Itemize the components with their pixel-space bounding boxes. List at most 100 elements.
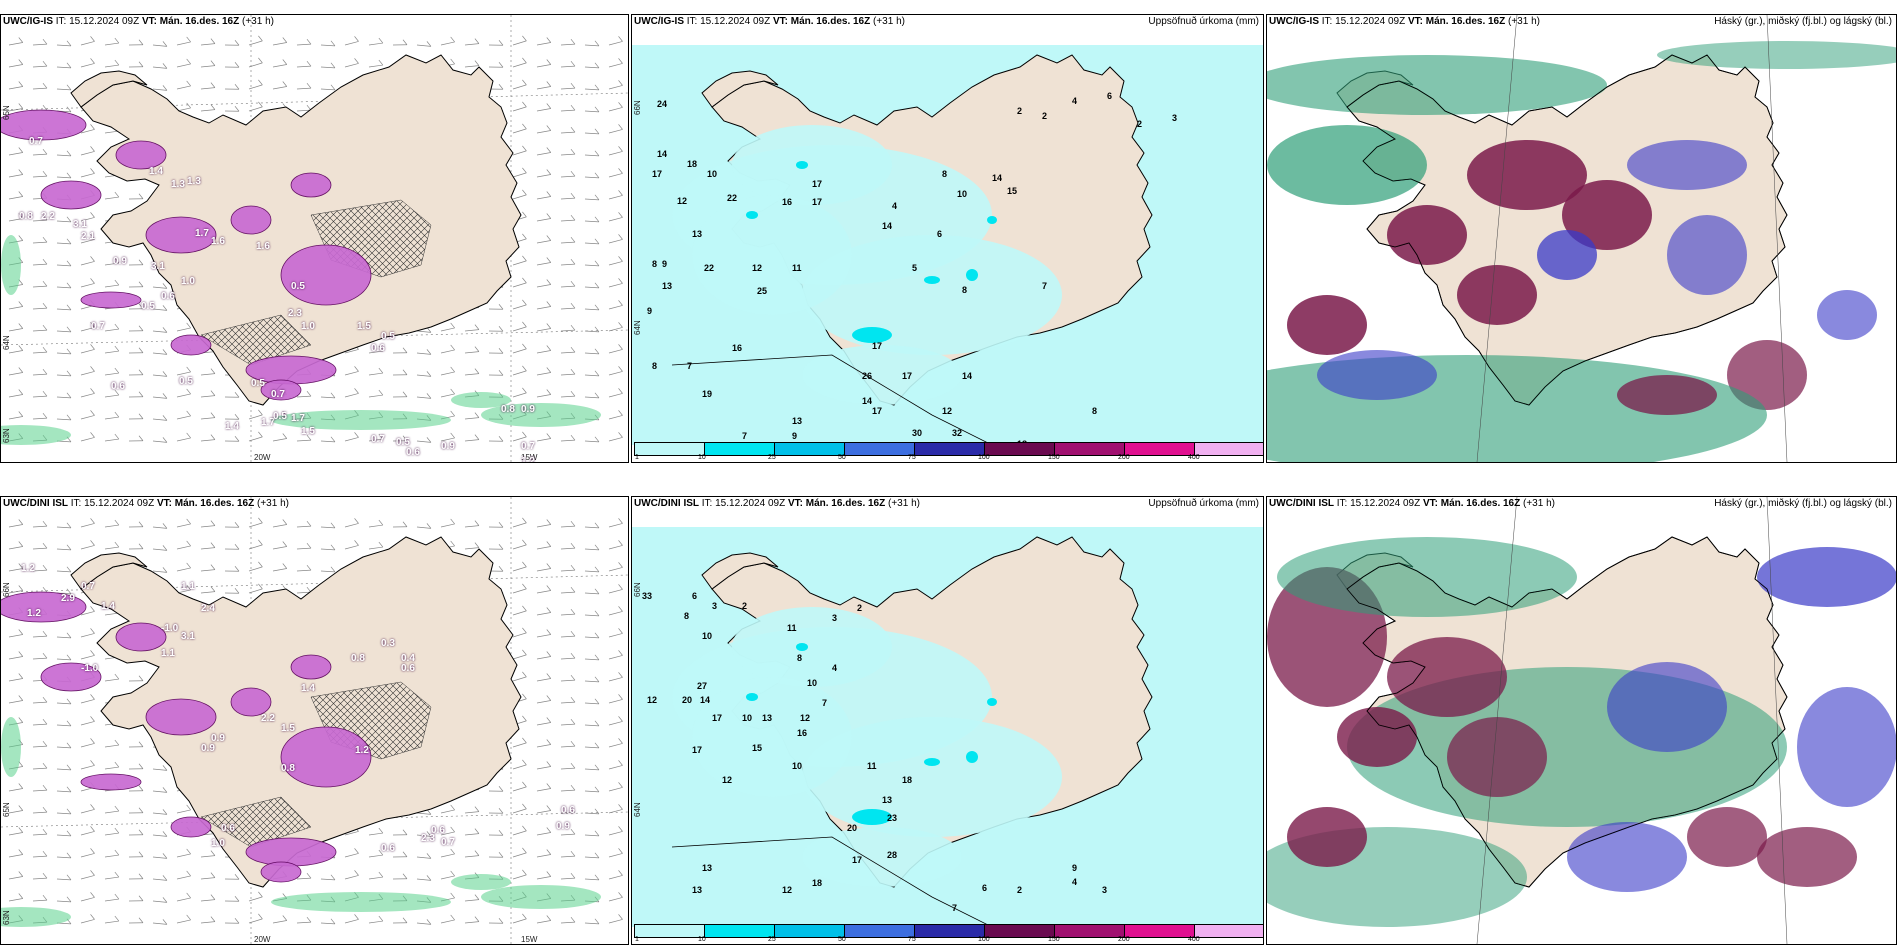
legend-swatch [915, 925, 985, 937]
map-layer [1, 497, 628, 944]
map-value-label: 0.7 [441, 837, 455, 848]
map-value-label: 0.6 [431, 825, 445, 836]
map-value-label: 18 [812, 878, 823, 888]
map-value-label: 6 [692, 591, 698, 601]
legend-swatch [985, 443, 1055, 455]
map-value-label: 8 [1092, 406, 1098, 416]
map-value-label: 12 [800, 713, 811, 723]
map-value-label: 17 [812, 197, 823, 207]
legend-swatch [1055, 443, 1125, 455]
legend-swatch [915, 443, 985, 455]
map-value-label: 18 [687, 159, 698, 169]
map-value-label: 7 [687, 361, 693, 371]
map-value-label: 10 [957, 189, 968, 199]
map-value-label: 13 [692, 229, 703, 239]
map-value-label: 1.7 [291, 413, 305, 424]
map-value-label: 20 [682, 695, 693, 705]
legend-swatch [1195, 925, 1263, 937]
legend-label: 25 [768, 454, 776, 461]
map-value-label: 2.9 [61, 593, 75, 604]
map-layer [632, 527, 1263, 938]
legend-label: 150 [1048, 936, 1060, 943]
lon-tick-15w: 15W [521, 453, 538, 462]
map-value-label: 14 [882, 221, 893, 231]
map-value-label: 0.6 [371, 343, 385, 354]
map-value-label: 24 [657, 99, 668, 109]
map-value-label: 3.1 [73, 219, 87, 230]
map-value-label: 1.2 [27, 608, 41, 619]
panel-precip-dini: UWC/DINI ISL IT: 15.12.2024 09Z VT: Mán.… [631, 496, 1264, 945]
map-value-label: 0.9 [556, 821, 570, 832]
map-value-label: 4 [1072, 877, 1078, 887]
map-value-label: 0.7 [271, 389, 285, 400]
map-value-label: 2 [857, 603, 863, 613]
map-value-label: 2.1 [81, 231, 95, 242]
map-value-label: 19 [702, 389, 713, 399]
map-value-label: 12 [677, 196, 688, 206]
map-value-label: 2 [1137, 119, 1143, 129]
map-value-label: 0.6 [221, 823, 235, 834]
map-value-label: 0.7 [29, 136, 43, 147]
map-value-label: 20 [847, 823, 858, 833]
panel-wind-dini: UWC/DINI ISL IT: 15.12.2024 09Z VT: Mán.… [0, 496, 629, 945]
map-value-label: 8 [942, 169, 948, 179]
map-value-label: 16 [782, 197, 793, 207]
map-value-label: 4 [892, 201, 898, 211]
map-value-label: 3 [1172, 113, 1178, 123]
panel-header: UWC/DINI ISL IT: 15.12.2024 09Z VT: Mán.… [3, 498, 289, 509]
map-value-label: 10 [742, 713, 753, 723]
lat-tick: 65N [2, 802, 11, 817]
map-value-label: 9 [662, 259, 668, 269]
map-value-label: 2 [1017, 885, 1023, 895]
map-layer [1267, 15, 1896, 462]
panel-wind-ig: UWC/IG-IS IT: 15.12.2024 09Z VT: Mán. 16… [0, 14, 629, 463]
map-value-label: 7 [822, 698, 828, 708]
map-layer [1267, 497, 1896, 944]
map-layer [632, 45, 1263, 456]
legend-label: 200 [1118, 936, 1130, 943]
map-value-label: 9 [1072, 863, 1078, 873]
map-value-label: 0.6 [401, 663, 415, 674]
map-value-label: 13 [702, 863, 713, 873]
map-value-label: 0.8 [501, 404, 515, 415]
legend-label: 400 [1188, 454, 1200, 461]
map-value-label: 9 [792, 431, 798, 441]
map-value-label: 0.7 [91, 321, 105, 332]
map-value-label: 0.7 [371, 434, 385, 445]
map-value-label: 16 [797, 728, 808, 738]
lon-tick-20w: 20W [254, 453, 271, 462]
map-value-label: 6 [982, 883, 988, 893]
map-value-label: 14 [862, 396, 873, 406]
map-value-label: 4 [832, 663, 838, 673]
map-value-label: 17 [852, 855, 863, 865]
panel-title: Háský (gr.), miðský (fj.bl.) og lágský (… [1714, 498, 1892, 509]
map-value-label: 1.2 [355, 745, 369, 756]
map-value-label: 0.6 [161, 291, 175, 302]
legend-swatch [635, 443, 705, 455]
legend-label: 200 [1118, 454, 1130, 461]
map-value-label: 3 [1102, 885, 1108, 895]
map-value-label: 0.7 [521, 441, 535, 452]
legend-swatch [1055, 925, 1125, 937]
map-value-label: 2.2 [261, 713, 275, 724]
map-value-label: 17 [872, 406, 883, 416]
map-value-label: 17 [902, 371, 913, 381]
map-value-label: 8 [652, 259, 658, 269]
legend-label: 100 [978, 454, 990, 461]
map-value-label: 12 [752, 263, 763, 273]
lat-tick: 64N [2, 335, 11, 350]
map-value-label: 12 [722, 775, 733, 785]
map-value-label: 1.6 [211, 236, 225, 247]
map-value-label: 33 [642, 591, 653, 601]
map-value-label: 22 [704, 263, 715, 273]
legend-label: 150 [1048, 454, 1060, 461]
map-value-label: 17 [872, 341, 883, 351]
map-value-label: 14 [962, 371, 973, 381]
map-value-label: 30 [912, 428, 923, 438]
map-value-label: 1.5 [357, 321, 371, 332]
map-value-label: 0.9 [201, 743, 215, 754]
lat-tick: 63N [2, 910, 11, 925]
panel-title: Háský (gr.), miðský (fj.bl.) og lágský (… [1714, 16, 1892, 27]
map-value-label: 7 [1042, 281, 1048, 291]
map-value-label: 14 [992, 173, 1003, 183]
